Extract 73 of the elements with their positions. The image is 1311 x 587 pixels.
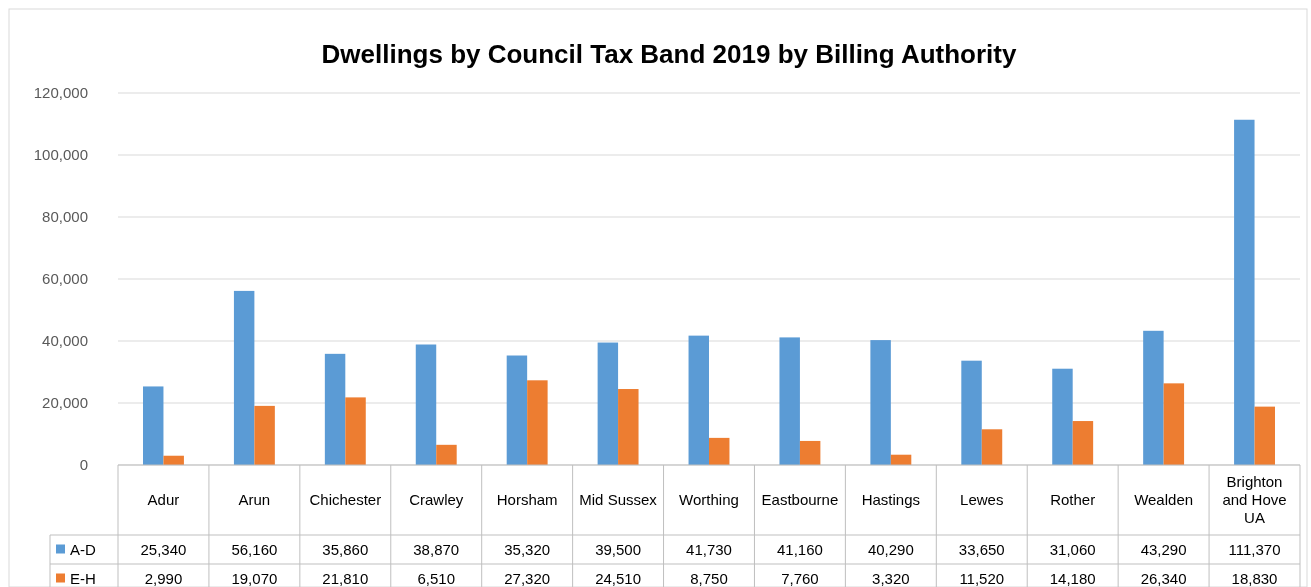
data-label: 25,340 <box>140 540 187 558</box>
bar <box>527 380 548 465</box>
data-label: 41,730 <box>686 540 732 558</box>
bar <box>981 429 1003 465</box>
data-label: 33,650 <box>958 540 1005 558</box>
data-label: 14,180 <box>1049 569 1096 587</box>
bar <box>1072 421 1094 465</box>
bar <box>1052 368 1073 465</box>
data-label: 39,500 <box>595 540 642 558</box>
data-label: 41,160 <box>776 540 823 558</box>
bar <box>961 360 982 465</box>
y-tick-label: 60,000 <box>42 270 88 288</box>
legend-label: A-D <box>70 540 96 558</box>
data-label: 21,810 <box>322 569 369 587</box>
bar <box>254 405 275 465</box>
x-tick-label: Rother <box>1050 491 1096 509</box>
x-tick-label: Hastings <box>861 491 921 509</box>
bar <box>1254 406 1275 465</box>
y-tick-label: 0 <box>79 456 88 474</box>
bar <box>324 353 346 465</box>
x-tick-label: Worthing <box>679 491 739 509</box>
bar <box>436 444 457 465</box>
bar <box>597 342 619 465</box>
data-label: 31,060 <box>1049 540 1096 558</box>
bar <box>618 389 639 465</box>
data-label: 35,860 <box>322 540 369 558</box>
data-label: 40,290 <box>867 540 914 558</box>
data-label: 24,510 <box>595 569 642 587</box>
x-tick-label: Lewes <box>960 491 1004 509</box>
bar <box>506 355 528 465</box>
data-label: 19,070 <box>231 569 278 587</box>
y-tick-label: 120,000 <box>33 84 88 102</box>
bar <box>233 290 255 465</box>
x-tick-label: Adur <box>147 491 180 509</box>
data-label: 7,760 <box>781 569 819 587</box>
data-label: 18,830 <box>1231 569 1278 587</box>
data-label: 11,520 <box>959 569 1005 587</box>
legend-label: E-H <box>70 569 96 587</box>
x-tick-label: Wealden <box>1134 491 1194 509</box>
bar <box>688 335 709 465</box>
x-tick-label: Arun <box>238 491 271 509</box>
x-tick-label: Chichester <box>309 491 382 509</box>
data-label: 6,510 <box>417 569 455 587</box>
data-label: 27,320 <box>504 569 551 587</box>
data-label: 26,340 <box>1140 569 1187 587</box>
y-tick-label: 40,000 <box>42 332 88 350</box>
bar <box>345 397 366 465</box>
bar <box>1234 119 1255 465</box>
y-tick-label: 80,000 <box>42 208 88 226</box>
bar <box>779 337 800 465</box>
x-tick-label: Eastbourne <box>761 491 839 509</box>
x-tick-label: Crawley <box>409 491 464 509</box>
data-label: 43,290 <box>1140 540 1187 558</box>
data-label: 56,160 <box>231 540 278 558</box>
x-tick-label: Horsham <box>496 491 558 509</box>
x-tick-label: Mid Sussex <box>579 491 658 509</box>
bar <box>709 437 730 465</box>
data-label: 2,990 <box>144 569 183 587</box>
data-label: 111,370 <box>1228 540 1281 558</box>
data-label: 3,320 <box>872 569 910 587</box>
data-label: 35,320 <box>504 540 551 558</box>
bar <box>799 440 821 465</box>
data-label: 38,870 <box>413 540 460 558</box>
y-tick-label: 20,000 <box>42 394 88 412</box>
data-label: 8,750 <box>690 569 728 587</box>
chart-title: Dwellings by Council Tax Band 2019 by Billing Authority <box>321 39 1017 69</box>
y-tick-label: 100,000 <box>33 146 88 164</box>
bar <box>1143 330 1164 465</box>
x-tick-label: Brighton and Hove UA <box>1222 473 1287 527</box>
bar <box>870 340 891 465</box>
bar <box>415 344 437 465</box>
bar <box>1163 383 1185 465</box>
bar <box>143 386 164 465</box>
